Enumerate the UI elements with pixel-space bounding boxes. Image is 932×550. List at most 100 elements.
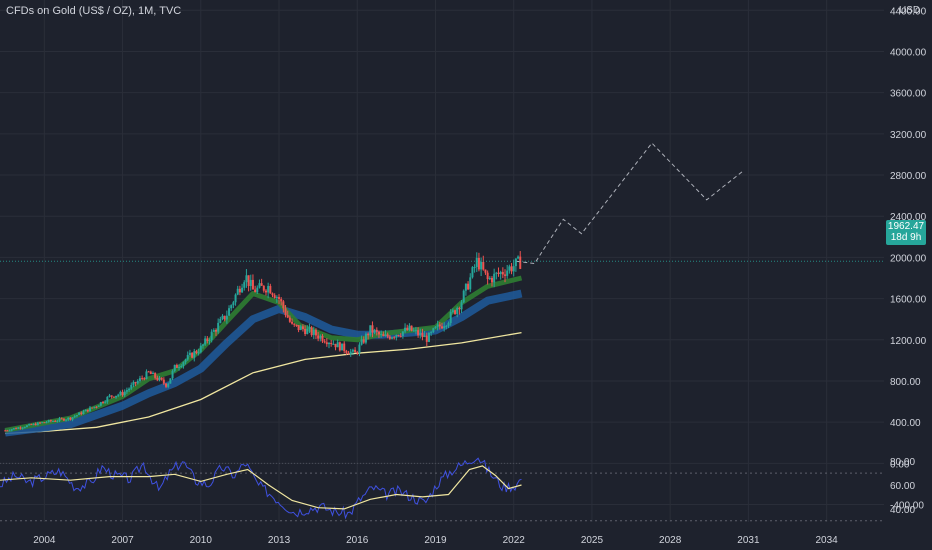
candle-body <box>421 332 424 338</box>
candle-body <box>247 275 250 287</box>
candle-body <box>286 315 289 318</box>
candle-body <box>473 267 476 269</box>
price-axis-tick: 800.00 <box>890 377 921 388</box>
candle-body <box>293 323 296 325</box>
candle-body <box>386 334 389 337</box>
candle-body <box>128 388 131 391</box>
candle-body <box>175 364 178 368</box>
candle-body <box>201 344 204 346</box>
candle-body <box>132 382 135 385</box>
candle-body <box>88 407 91 412</box>
candle-body <box>456 307 459 314</box>
rsi-axis-tick: 40.00 <box>890 505 915 516</box>
candle-body <box>32 423 35 425</box>
candle-body <box>382 334 385 337</box>
candle-body <box>408 325 411 331</box>
candle-body <box>30 424 33 426</box>
time-axis-tick: 2025 <box>581 535 604 546</box>
candle-body <box>484 269 487 273</box>
candle-body <box>121 391 124 396</box>
candle-body <box>462 290 465 303</box>
candle-body <box>393 337 396 339</box>
candle-body <box>312 329 315 336</box>
candle-body <box>219 318 222 323</box>
candle-body <box>80 412 83 415</box>
candle-body <box>475 257 478 268</box>
candle-body <box>8 430 11 432</box>
candle-body <box>269 285 272 294</box>
projection-path <box>516 142 744 265</box>
candle-body <box>469 277 472 290</box>
candle-body <box>141 378 144 380</box>
candle-body <box>99 402 102 406</box>
candle-body <box>488 277 491 280</box>
candle-body <box>54 420 57 422</box>
candle-body <box>284 308 287 316</box>
projection-dashed-line <box>516 142 744 265</box>
candle-body <box>427 332 430 342</box>
candle-body <box>397 335 400 337</box>
candle-body <box>447 323 450 326</box>
candle-body <box>497 272 500 275</box>
candle-body <box>345 350 348 353</box>
candle-body <box>486 272 489 280</box>
candle-body <box>210 331 213 341</box>
candle-body <box>145 371 148 379</box>
candle-body <box>173 364 176 371</box>
candle-body <box>43 422 46 424</box>
candle-body <box>232 302 235 306</box>
candle-body <box>162 379 165 384</box>
candle-body <box>451 310 454 312</box>
candle-body <box>430 332 433 334</box>
rsi-axis[interactable]: 80.00 60.00 40.00 <box>890 457 915 516</box>
candle-body <box>254 289 257 293</box>
candle-body <box>410 325 413 331</box>
candle-body <box>195 351 198 354</box>
candle-body <box>299 326 302 331</box>
candle-body <box>15 428 18 430</box>
candle-body <box>167 383 170 387</box>
price-axis-tick: 3600.00 <box>890 89 927 100</box>
ema-fast-band <box>4 275 523 433</box>
candle-body <box>147 371 150 373</box>
price-axis-tick: 4400.00 <box>890 6 927 17</box>
candle-body <box>52 420 55 422</box>
candle-body <box>154 372 157 378</box>
candle-body <box>82 411 85 415</box>
candle-body <box>65 419 68 421</box>
candle-body <box>38 422 41 424</box>
price-axis-currency: USD <box>899 5 920 16</box>
candle-body <box>508 266 511 271</box>
candle-body <box>445 325 448 327</box>
time-axis[interactable]: 2004 2007 2010 2013 2016 2019 2022 2025 2028 2031… <box>33 535 838 546</box>
candle-body <box>343 343 346 351</box>
bar-countdown: 18d 9h <box>890 232 922 243</box>
candle-body <box>102 402 105 404</box>
candle-body <box>123 391 126 396</box>
candle-body <box>197 352 200 354</box>
candle-body <box>395 335 398 338</box>
candle-body <box>384 334 387 337</box>
candle-body <box>471 267 474 278</box>
candle-body <box>301 326 304 330</box>
candle-body <box>73 416 76 418</box>
time-axis-tick: 2004 <box>33 535 56 546</box>
candle-body <box>91 407 94 409</box>
candle-body <box>373 329 376 333</box>
candlestick-series <box>4 251 522 432</box>
candle-body <box>314 329 317 336</box>
candle-body <box>493 273 496 283</box>
candle-body <box>25 425 28 428</box>
candle-body <box>282 301 285 309</box>
candle-body <box>369 325 372 336</box>
candle-body <box>399 335 402 337</box>
candle-body <box>208 340 211 342</box>
candle-body <box>310 327 313 336</box>
ema-fast-series <box>4 275 523 433</box>
candle-body <box>328 342 331 345</box>
candle-body <box>351 349 354 352</box>
candle-body <box>356 352 359 354</box>
candle-body <box>56 420 59 422</box>
